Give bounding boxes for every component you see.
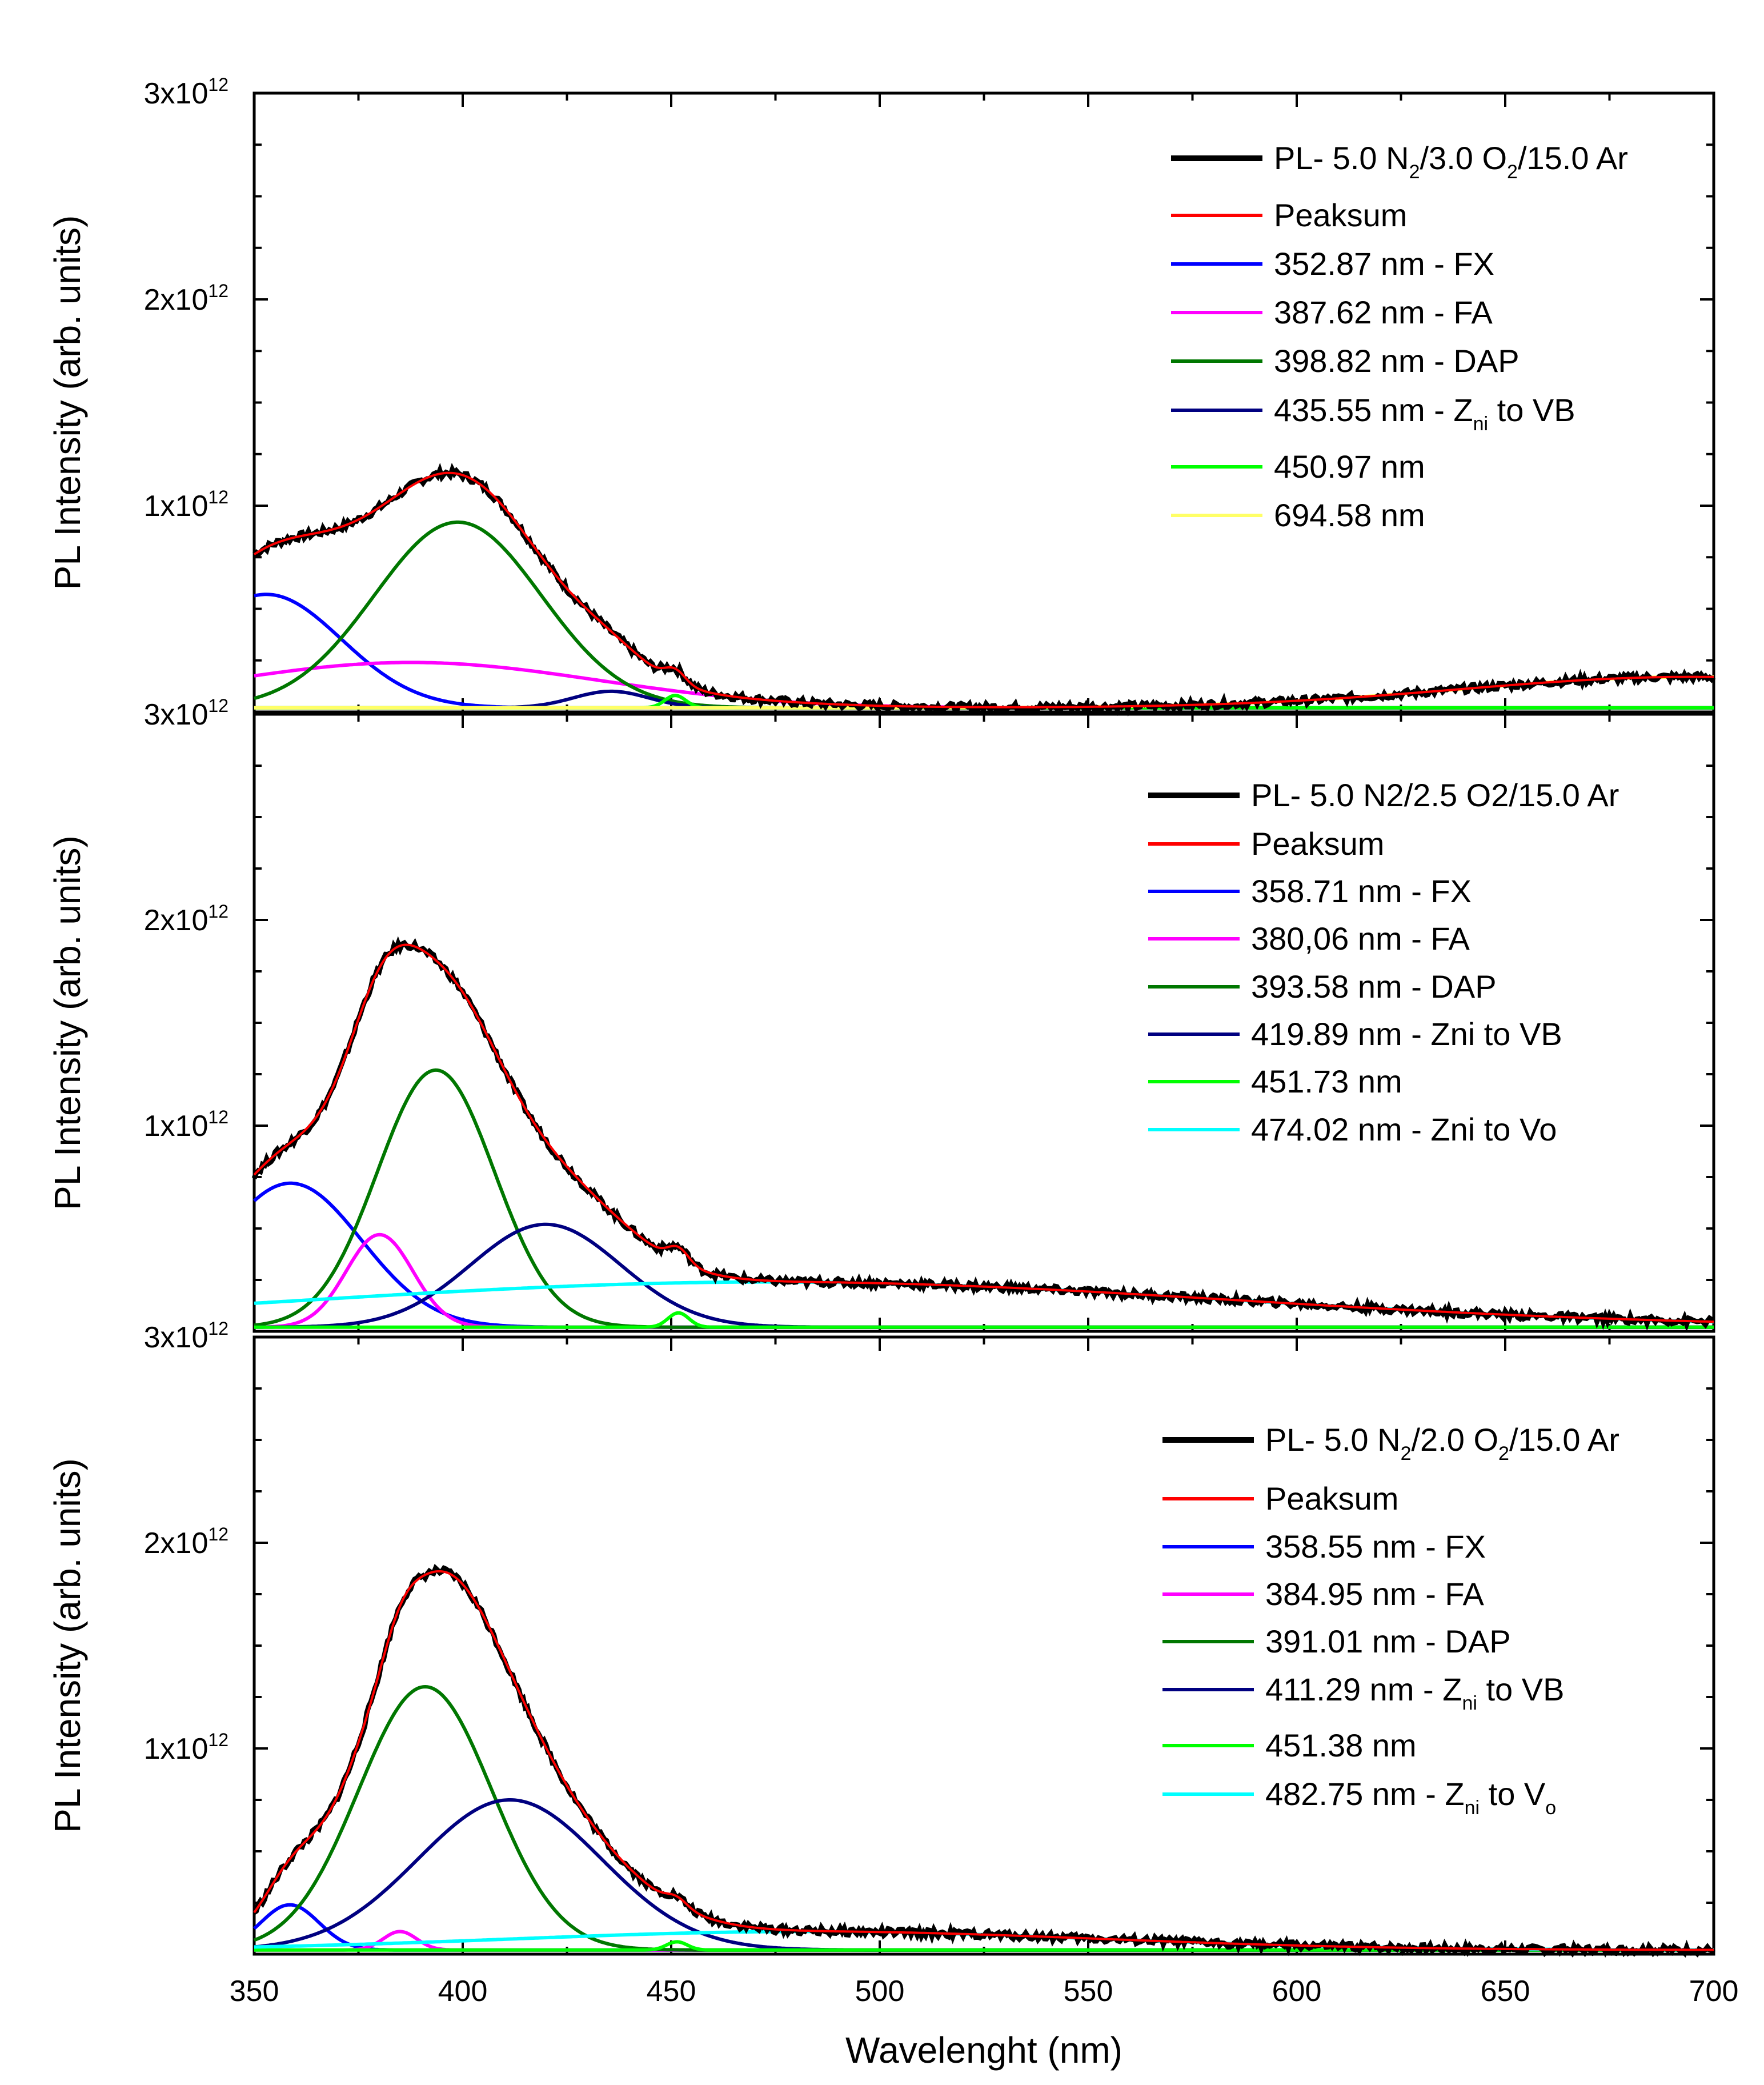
x-tick-label: 350 (230, 1975, 279, 2008)
legend: PL- 5.0 N2/3.0 O2/15.0 Ar Peaksum 352.87 n… (1171, 140, 1628, 533)
x-tick-label: 400 (438, 1975, 488, 2008)
y-axis-title: PL Intensity (arb. units) (47, 1458, 88, 1833)
x-tick-label: 600 (1272, 1975, 1322, 2008)
y-tick-label: 3x1012 (144, 1318, 228, 1354)
y-tick-label: 3x1012 (144, 74, 228, 110)
peak-curve-p3 (253, 1684, 1714, 1952)
x-tick-label: 500 (855, 1975, 905, 2008)
legend: PL- 5.0 N2/2.0 O2/15.0 Ar Peaksum 358.55 n… (1162, 1422, 1619, 1819)
y-axis-title: PL Intensity (arb. units) (47, 835, 88, 1210)
legend-label-p1: 358.55 nm - FX (1265, 1528, 1486, 1564)
legend-label-sum: Peaksum (1251, 826, 1384, 862)
y-tick-label: 2x1012 (144, 901, 228, 937)
legend-label-data: PL- 5.0 N2/2.0 O2/15.0 Ar (1265, 1422, 1619, 1464)
legend-label-data: PL- 5.0 N2/3.0 O2/15.0 Ar (1274, 140, 1628, 183)
y-tick-label: 1x1012 (144, 487, 228, 523)
legend-label-p2: 380,06 nm - FA (1251, 921, 1470, 957)
legend-label-sum: Peaksum (1265, 1480, 1398, 1516)
peak-curve-p1 (252, 1903, 1714, 1952)
y-tick-label: 1x1012 (144, 1107, 228, 1143)
legend-label-p2: 387.62 nm - FA (1274, 294, 1493, 330)
peaksum-curve (253, 943, 1714, 1323)
legend-label-p1: 358.71 nm - FX (1251, 873, 1472, 909)
legend-label-sum: Peaksum (1274, 197, 1407, 233)
peak-curve-p3 (254, 520, 1714, 710)
panel-3: 1x1012 2x1012 3x1012 PL Intensity (arb. uni… (47, 1318, 1738, 2071)
legend-label-p3: 391.01 nm - DAP (1265, 1623, 1511, 1659)
legend-label-p6: 474.02 nm - Zni to Vo (1251, 1111, 1557, 1147)
legend-label-p6: 482.75 nm - Zni to Vo (1265, 1776, 1556, 1819)
x-tick-label: 550 (1064, 1975, 1113, 2008)
legend-label-p4: 419.89 nm - Zni to VB (1251, 1016, 1562, 1052)
legend-label-p4: 411.29 nm - Zni to VB (1265, 1671, 1564, 1714)
legend-label-p4: 435.55 nm - Zni to VB (1274, 392, 1575, 435)
peaksum-curve (253, 471, 1714, 709)
legend-label-p3: 393.58 nm - DAP (1251, 969, 1497, 1005)
measured-spectrum (252, 462, 1716, 717)
legend-label-p5: 451.73 nm (1251, 1063, 1402, 1099)
peak-curve-p4 (254, 1798, 1714, 1952)
x-tick-label: 450 (647, 1975, 696, 2008)
legend-label-p3: 398.82 nm - DAP (1274, 343, 1520, 379)
y-axis-title: PL Intensity (arb. units) (47, 215, 88, 590)
y-tick-label: 1x1012 (144, 1730, 228, 1766)
panel-2: 1x1012 2x1012 3x1012 PL Intensity (arb. uni… (47, 695, 1715, 1333)
peak-curve-p1 (252, 1181, 1714, 1329)
x-tick-label: 700 (1689, 1975, 1739, 2008)
x-axis-title: Wavelenght (nm) (845, 2030, 1122, 2071)
peaksum-curve (253, 1570, 1714, 1951)
legend: PL- 5.0 N2/2.5 O2/15.0 Ar Peaksum 358.71 n… (1148, 777, 1619, 1147)
legend-label-p5: 450.97 nm (1274, 449, 1425, 485)
x-tick-label: 650 (1481, 1975, 1530, 2008)
panel-1: 1x1012 2x1012 3x1012 PL Intensity (arb. uni… (47, 74, 1716, 717)
legend-label-p6: 694.58 nm (1274, 497, 1425, 533)
y-tick-label: 2x1012 (144, 1524, 228, 1560)
peak-curve-p5 (254, 1311, 1714, 1329)
y-tick-label: 3x1012 (144, 695, 228, 731)
legend-label-p1: 352.87 nm - FX (1274, 246, 1494, 282)
legend-label-p5: 451.38 nm (1265, 1727, 1417, 1763)
y-tick-label: 2x1012 (144, 281, 228, 317)
legend-label-p2: 384.95 nm - FA (1265, 1576, 1485, 1612)
legend-label-data: PL- 5.0 N2/2.5 O2/15.0 Ar (1251, 777, 1619, 813)
